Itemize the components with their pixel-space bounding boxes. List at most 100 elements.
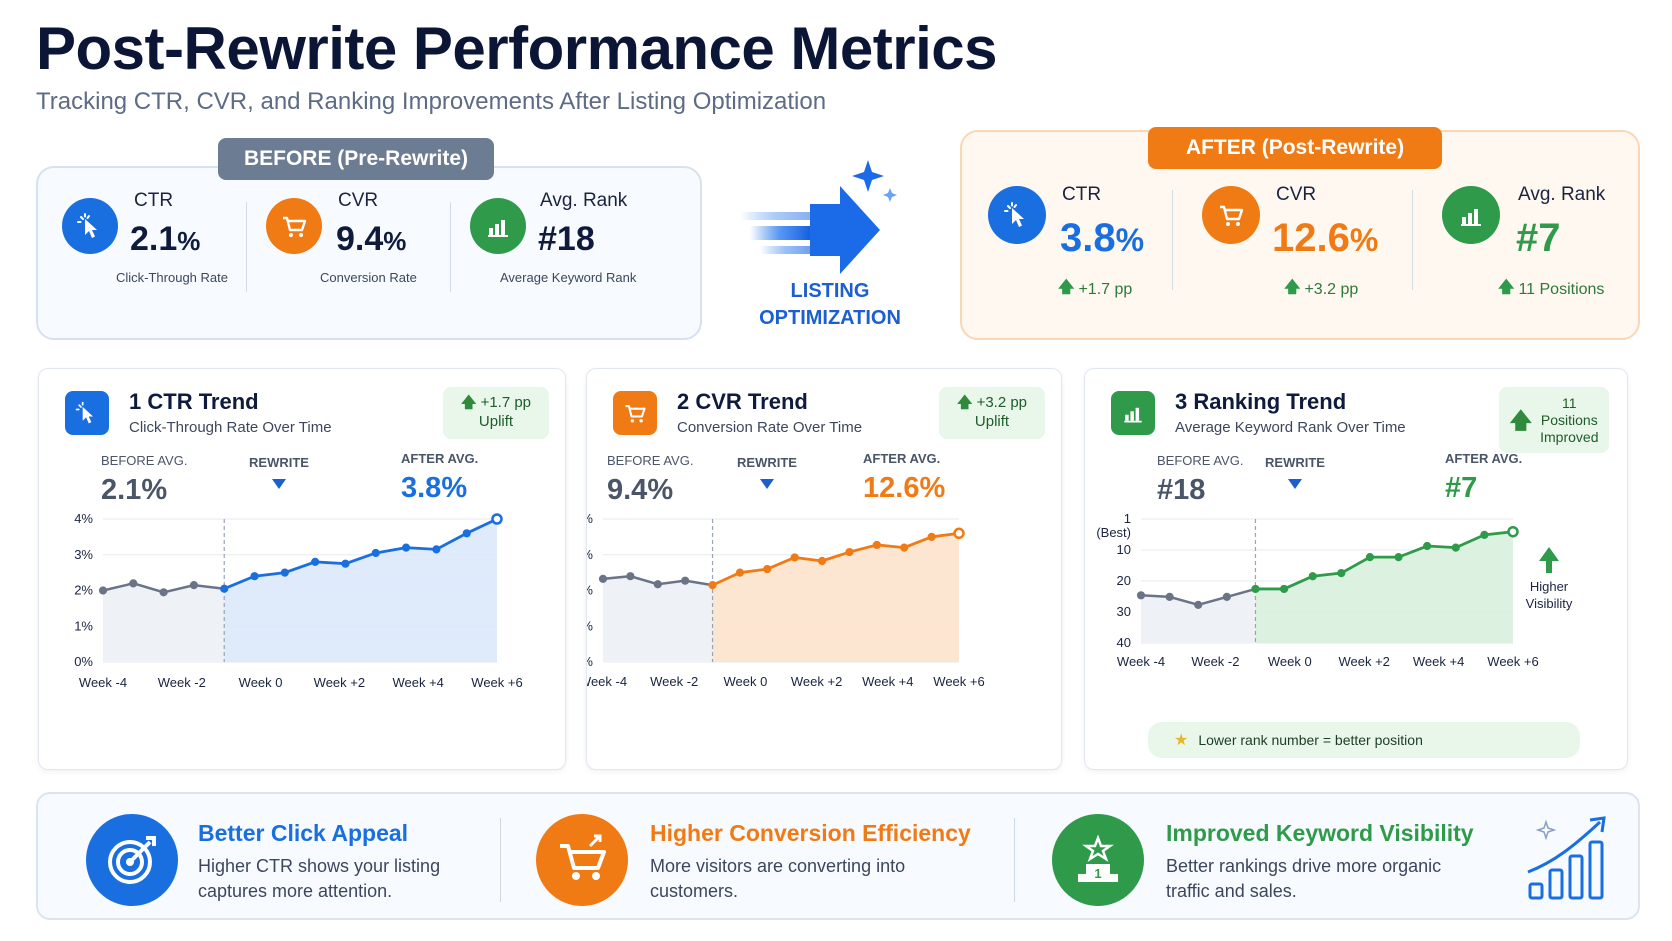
star-icon: ★ [1174,732,1189,749]
data-point [817,556,827,566]
x-tick-label: Week -2 [158,675,206,690]
after-rank-delta: 🡅 11 Positions [1498,276,1604,303]
x-tick-label: Week -4 [79,675,127,690]
after-area [712,533,959,662]
bar-chart-icon [470,198,526,254]
after-ctr-value: 3.8% [1060,216,1145,260]
after-series-line [223,517,498,591]
data-point [598,574,608,583]
data-point [653,580,662,589]
up-arrow-icon: 🡅 [1284,279,1301,296]
data-point [681,576,690,585]
data-point [371,548,380,558]
before-area [603,576,713,662]
data-point [1279,584,1289,594]
y-tick-label: 12% [587,547,593,562]
rewrite-marker-icon [760,479,774,489]
cart-icon [613,391,657,435]
x-tick-label: Week +4 [392,675,443,690]
after-area [1255,531,1513,643]
up-arrow-icon: 🡅 [956,394,973,411]
y-tick-label: 16% [587,511,593,526]
uplift-badge: 🡅 +1.7 pp Uplift [443,387,549,439]
data-point [432,545,441,554]
data-point [1194,600,1203,609]
svg-text:1: 1 [1094,866,1101,881]
up-arrow-icon: 🡅 [1058,279,1075,296]
up-arrow-icon [1539,547,1559,573]
cart-upload-icon [536,814,628,906]
before-rank-desc: Average Keyword Rank [500,270,637,285]
before-avg-value: 9.4% [607,474,673,506]
bar-chart-icon [1111,391,1155,435]
data-point [626,572,635,581]
after-cvr-value: 12.6% [1272,216,1379,260]
cart-icon [1202,186,1260,244]
before-panel: CTR 2.1% Click-Through Rate CVR 9.4% Con… [36,166,702,340]
before-avg-label: BEFORE AVG. [607,453,693,468]
data-point [790,553,799,562]
x-tick-label: Week 0 [723,674,767,689]
up-arrow-icon: 🡅 [1509,408,1533,433]
data-point [1423,541,1432,551]
data-point [927,532,936,541]
data-point [1507,525,1519,538]
data-point [1337,568,1346,578]
y-tick-label: 0% [74,654,93,669]
data-point [220,584,229,593]
x-tick-label: Week -2 [650,674,698,689]
podium-star-icon: 1 [1052,814,1144,906]
growth-bars-icon [1524,812,1616,909]
x-tick-label: Week +4 [862,674,913,689]
divider [1014,818,1015,902]
target-icon [86,814,178,906]
cart-icon [266,198,322,254]
benefit-title: Higher Conversion Efficiency [650,820,971,846]
data-point [1308,572,1317,581]
data-point [1365,553,1375,562]
data-point [763,564,772,574]
after-cvr-delta: 🡅 +3.2 pp [1284,276,1358,303]
up-arrow-icon: 🡅 [460,394,477,411]
data-point [189,581,199,590]
x-tick-label: Week -4 [1117,654,1165,669]
data-point [129,579,138,588]
y-tick-label: 40 [1117,635,1131,650]
ranking-line-chart: 1 10 20 30 40 (Best) Week -4 Week -2 Week 0 Week … [1096,451,1573,669]
after-series-line [1255,530,1514,591]
y-tick-label: 0% [587,654,593,669]
data-point [1251,584,1260,594]
data-point [953,527,965,540]
data-point [159,588,168,597]
after-rank-label: Avg. Rank [1518,184,1606,205]
rewrite-marker-icon [1288,479,1302,489]
after-avg-value: 3.8% [401,472,467,504]
cvr-trend-card: 2 CVR Trend Conversion Rate Over Time 🡅 … [586,368,1062,770]
x-tick-label: Week +2 [314,675,365,690]
rewrite-label: REWRITE [737,455,797,470]
data-point [250,572,259,581]
data-point [341,559,350,568]
up-arrow-icon: 🡅 [1498,279,1515,296]
before-avg-label: BEFORE AVG. [101,453,187,468]
y-tick-label: 20 [1117,573,1131,588]
y-tick-label: 8% [587,583,593,598]
benefits-band: Better Click Appeal Higher CTR shows you… [36,792,1640,920]
uplift-badge: 🡅 +3.2 pp Uplift [939,387,1045,439]
data-point [311,557,320,566]
x-tick-label: Week -4 [587,674,627,689]
after-avg-label: AFTER AVG. [401,451,478,466]
before-avg-value: #18 [1157,474,1205,506]
data-point [708,581,717,590]
x-tick-label: Week +6 [471,675,522,690]
x-tick-label: Week +2 [791,674,842,689]
before-cvr-label: CVR [338,190,379,211]
data-point [1394,553,1403,562]
benefit-title: Improved Keyword Visibility [1166,820,1474,846]
data-point [1222,592,1231,601]
cursor-click-icon [65,391,109,435]
ctr-line-chart: 4% 3% 2% 1% 0% Week -4 Week -2 Week 0 Week +2 Wee… [74,451,523,690]
y-tick-label: 1% [74,618,93,633]
benefit-text: Better rankings drive more organic traff… [1166,856,1442,901]
x-tick-label: Week +6 [1487,654,1538,669]
